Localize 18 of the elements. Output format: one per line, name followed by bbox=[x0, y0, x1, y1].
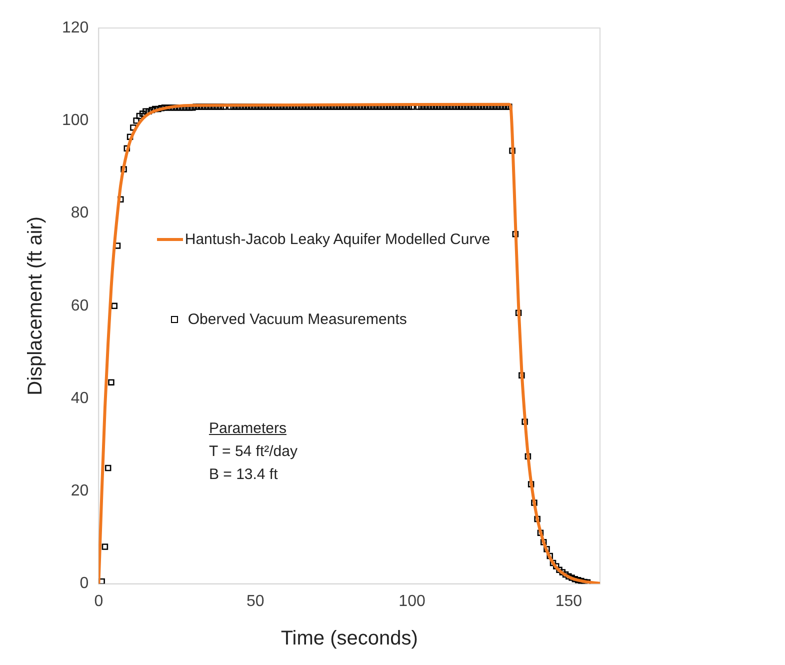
y-tick-label: 100 bbox=[62, 112, 89, 130]
legend-label: Hantush-Jacob Leaky Aquifer Modelled Curve bbox=[184, 230, 490, 248]
y-tick-label: 120 bbox=[62, 19, 89, 36]
annotation: T = 54 ft²/day bbox=[208, 442, 298, 462]
y-tick-label: 0 bbox=[80, 575, 89, 592]
legend-label: Oberved Vacuum Measurements bbox=[188, 310, 407, 328]
x-axis-title: Time (seconds) bbox=[280, 628, 418, 650]
y-tick-label: 40 bbox=[70, 390, 89, 407]
x-tick-label: 100 bbox=[398, 592, 426, 610]
annotation: B = 13.4 ft bbox=[208, 464, 279, 485]
y-tick-label: 80 bbox=[70, 204, 89, 222]
x-tick-label: 0 bbox=[94, 592, 104, 610]
y-axis-title: Displacement (ft air) bbox=[24, 216, 47, 396]
annotation: Parameters bbox=[208, 418, 288, 439]
x-tick-label: 50 bbox=[246, 592, 264, 610]
y-tick-label: 60 bbox=[70, 297, 89, 314]
x-tick-label: 150 bbox=[555, 592, 582, 610]
y-tick-label: 20 bbox=[70, 482, 89, 500]
